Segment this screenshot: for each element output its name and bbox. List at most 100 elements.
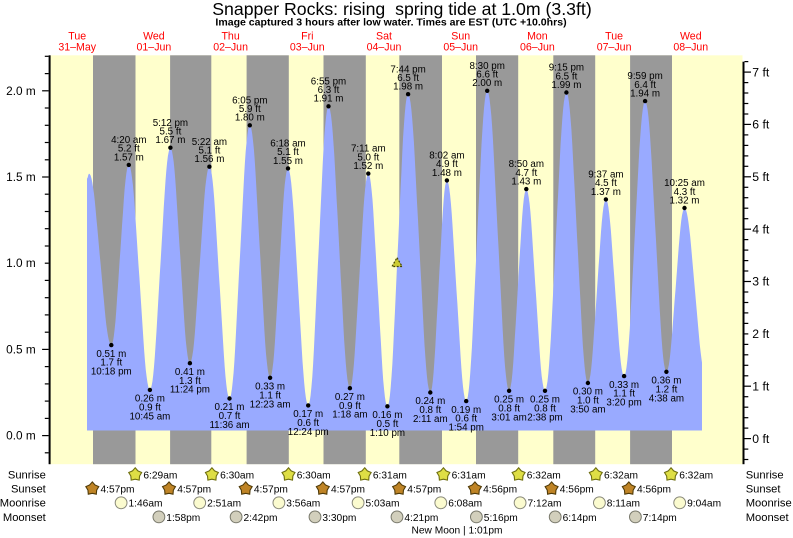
svg-text:6:31am: 6:31am <box>373 471 407 482</box>
svg-text:0 ft: 0 ft <box>752 432 770 446</box>
svg-text:1.80 m: 1.80 m <box>235 113 265 124</box>
svg-text:5:03am: 5:03am <box>366 499 400 510</box>
svg-text:6:55 pm: 6:55 pm <box>311 76 346 87</box>
svg-text:0.7 ft: 0.7 ft <box>219 411 241 422</box>
svg-text:5.1 ft: 5.1 ft <box>277 147 299 158</box>
svg-text:4:57pm: 4:57pm <box>331 485 365 496</box>
svg-text:0.8 ft: 0.8 ft <box>419 405 441 416</box>
svg-text:1.0 m: 1.0 m <box>6 256 36 270</box>
svg-text:11:24 pm: 11:24 pm <box>170 385 210 396</box>
svg-text:2.0 m: 2.0 m <box>6 84 36 98</box>
svg-text:7 ft: 7 ft <box>752 65 770 79</box>
svg-text:4:57pm: 4:57pm <box>407 485 441 496</box>
svg-text:1.43 m: 1.43 m <box>511 177 541 188</box>
svg-text:0.0 m: 0.0 m <box>6 429 36 443</box>
svg-text:1.37 m: 1.37 m <box>591 187 621 198</box>
svg-text:0.33 m: 0.33 m <box>609 380 639 391</box>
svg-text:1.67 m: 1.67 m <box>155 135 185 146</box>
svg-text:New Moon | 1:01pm: New Moon | 1:01pm <box>412 525 503 536</box>
svg-text:12:24 pm: 12:24 pm <box>288 427 329 438</box>
svg-text:3:30pm: 3:30pm <box>322 513 356 524</box>
svg-text:1.91 m: 1.91 m <box>314 94 344 105</box>
svg-text:6:29am: 6:29am <box>143 471 177 482</box>
svg-text:6:30am: 6:30am <box>297 471 331 482</box>
svg-text:1.7 ft: 1.7 ft <box>100 358 122 369</box>
svg-text:0.19 m: 0.19 m <box>451 405 481 416</box>
svg-text:Sun: Sun <box>451 31 470 43</box>
svg-text:5.2 ft: 5.2 ft <box>118 144 140 155</box>
svg-text:4 ft: 4 ft <box>752 222 770 236</box>
svg-text:4:56pm: 4:56pm <box>483 485 517 496</box>
svg-text:1:18 am: 1:18 am <box>332 410 367 421</box>
svg-text:04–Jun: 04–Jun <box>367 42 402 54</box>
svg-text:5:22 am: 5:22 am <box>192 137 227 148</box>
svg-text:2:51am: 2:51am <box>207 499 241 510</box>
svg-text:Moonrise: Moonrise <box>0 498 46 510</box>
svg-text:4.3 ft: 4.3 ft <box>674 187 696 198</box>
svg-text:0.41 m: 0.41 m <box>175 367 205 378</box>
svg-text:0.17 m: 0.17 m <box>293 409 323 420</box>
svg-text:Fri: Fri <box>301 31 313 43</box>
svg-text:1:10 pm: 1:10 pm <box>370 428 405 439</box>
svg-text:0.25 m: 0.25 m <box>530 395 560 406</box>
svg-text:1 ft: 1 ft <box>752 379 770 393</box>
svg-text:Sat: Sat <box>376 31 392 43</box>
svg-text:Tue: Tue <box>68 31 86 43</box>
svg-text:0.24 m: 0.24 m <box>415 396 445 407</box>
svg-text:0.8 ft: 0.8 ft <box>534 403 556 414</box>
svg-text:Moonset: Moonset <box>746 512 790 524</box>
svg-text:Image captured 3 hours after l: Image captured 3 hours after low water. … <box>215 16 566 28</box>
svg-text:0.26 m: 0.26 m <box>135 394 165 405</box>
svg-text:0.27 m: 0.27 m <box>335 392 365 403</box>
svg-text:Moonrise: Moonrise <box>746 498 792 510</box>
svg-text:1.32 m: 1.32 m <box>670 195 700 206</box>
svg-text:1.3 ft: 1.3 ft <box>179 376 201 387</box>
svg-text:5.5 ft: 5.5 ft <box>160 126 182 137</box>
svg-text:0.6 ft: 0.6 ft <box>455 414 477 425</box>
svg-text:11:36 am: 11:36 am <box>209 420 249 431</box>
svg-text:1.99 m: 1.99 m <box>551 80 581 91</box>
svg-text:2:42pm: 2:42pm <box>244 513 278 524</box>
svg-text:2:38 pm: 2:38 pm <box>527 412 562 423</box>
svg-text:2.00 m: 2.00 m <box>472 78 502 89</box>
svg-text:6.5 ft: 6.5 ft <box>556 71 578 82</box>
svg-text:5.1 ft: 5.1 ft <box>199 145 221 156</box>
svg-text:7:44 pm: 7:44 pm <box>390 64 425 75</box>
svg-text:3:56am: 3:56am <box>286 499 320 510</box>
svg-text:9:04am: 9:04am <box>687 499 721 510</box>
svg-text:4:57pm: 4:57pm <box>101 485 135 496</box>
svg-text:1:54 pm: 1:54 pm <box>448 423 483 434</box>
svg-text:3:50 am: 3:50 am <box>570 405 605 416</box>
svg-text:0.51 m: 0.51 m <box>96 349 126 360</box>
svg-text:Sunset: Sunset <box>11 484 47 496</box>
svg-text:Sunset: Sunset <box>746 484 782 496</box>
svg-text:12:23 am: 12:23 am <box>250 399 291 410</box>
svg-text:0.6 ft: 0.6 ft <box>297 418 319 429</box>
svg-text:Mon: Mon <box>527 31 548 43</box>
svg-text:Sunrise: Sunrise <box>746 470 784 482</box>
svg-text:6:32am: 6:32am <box>527 471 561 482</box>
svg-text:6:18 am: 6:18 am <box>270 139 305 150</box>
svg-text:6.4 ft: 6.4 ft <box>634 80 656 91</box>
svg-text:0.8 ft: 0.8 ft <box>498 403 520 414</box>
svg-text:0.25 m: 0.25 m <box>494 395 524 406</box>
svg-text:6:05 pm: 6:05 pm <box>232 95 267 106</box>
svg-text:8:02 am: 8:02 am <box>429 151 464 162</box>
svg-text:10:25 am: 10:25 am <box>664 178 705 189</box>
svg-text:0.33 m: 0.33 m <box>255 382 285 393</box>
svg-text:4:57pm: 4:57pm <box>254 485 288 496</box>
svg-text:4.5 ft: 4.5 ft <box>595 178 617 189</box>
svg-text:4:56pm: 4:56pm <box>560 485 594 496</box>
svg-text:9:37 am: 9:37 am <box>588 170 623 181</box>
svg-text:6:31am: 6:31am <box>452 471 486 482</box>
svg-text:0.30 m: 0.30 m <box>573 387 603 398</box>
svg-text:1.55 m: 1.55 m <box>273 156 303 167</box>
svg-text:0.36 m: 0.36 m <box>651 376 681 387</box>
svg-text:7:12am: 7:12am <box>528 499 562 510</box>
svg-text:02–Jun: 02–Jun <box>213 42 248 54</box>
svg-text:Wed: Wed <box>143 31 165 43</box>
svg-text:10:18 pm: 10:18 pm <box>91 367 132 378</box>
svg-text:0.5 m: 0.5 m <box>6 342 36 356</box>
svg-text:6.3 ft: 6.3 ft <box>318 85 340 96</box>
svg-text:08–Jun: 08–Jun <box>673 42 708 54</box>
